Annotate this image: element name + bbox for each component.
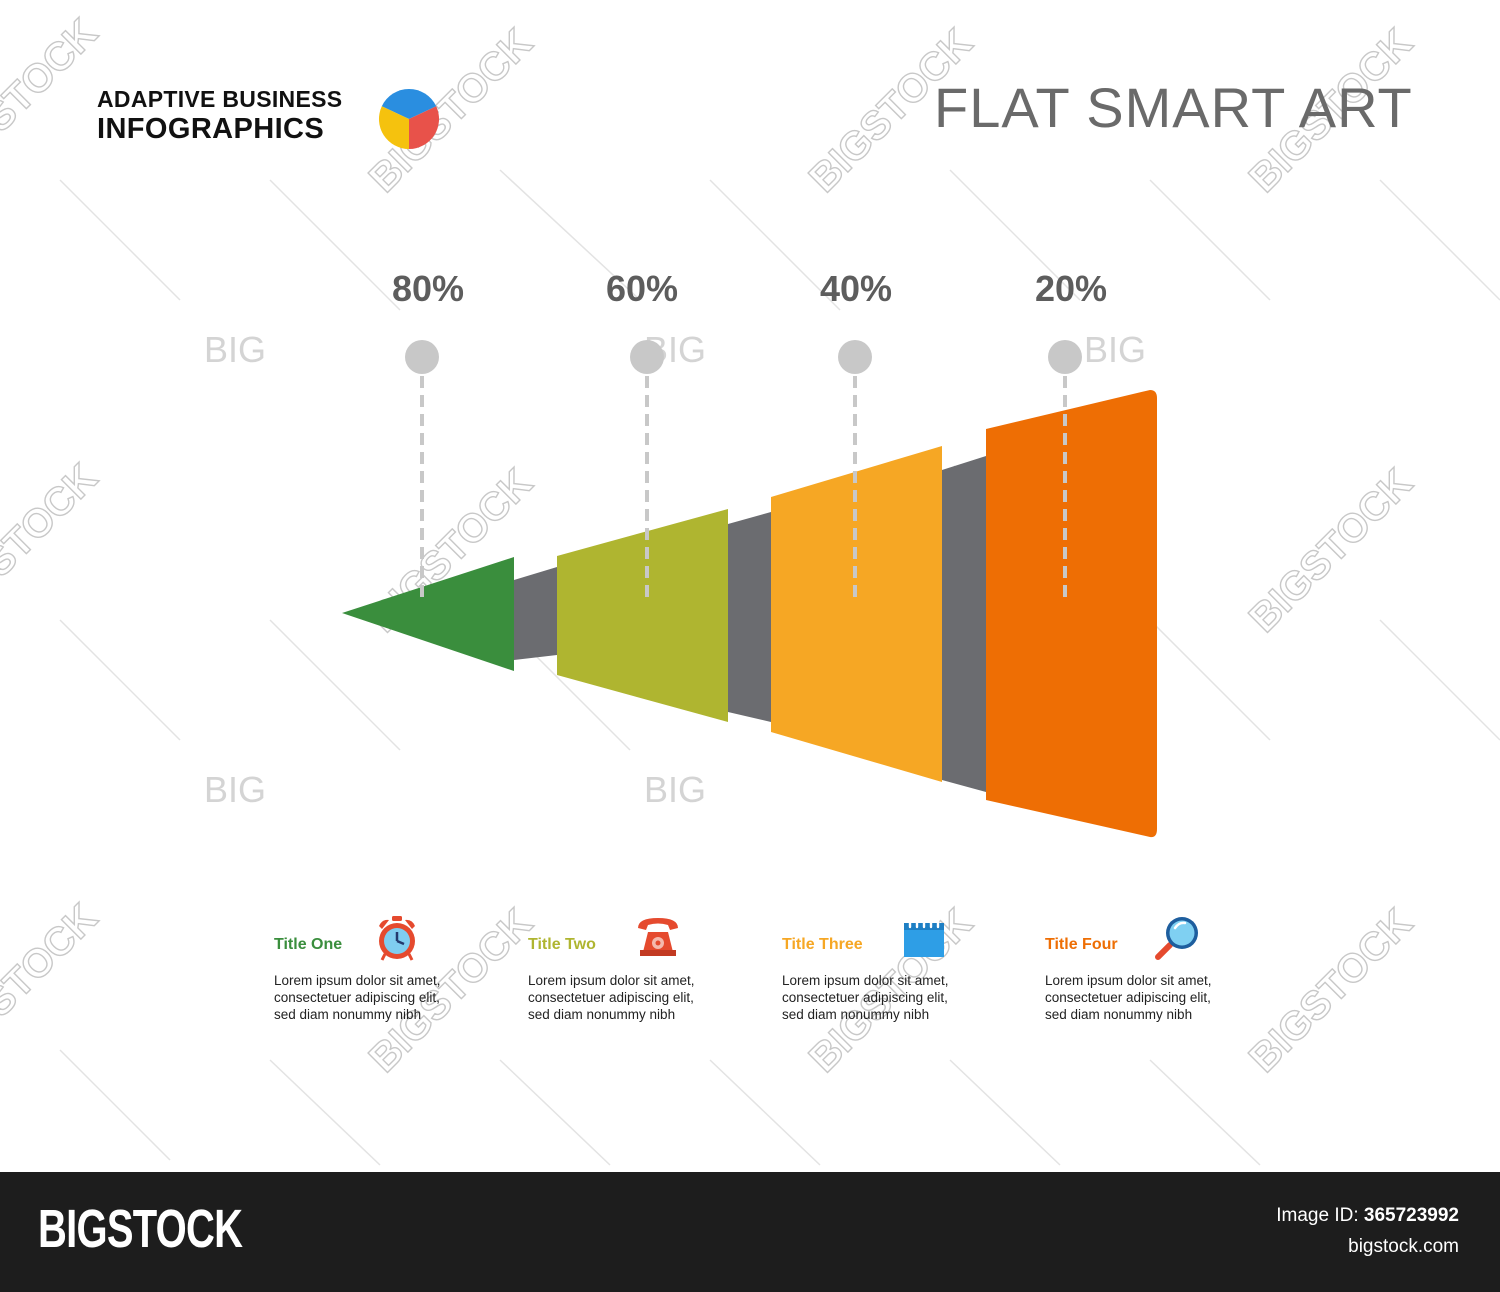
image-id-line: Image ID: 365723992 bbox=[1276, 1205, 1459, 1227]
desc-line: sed diam nonummy nibh bbox=[782, 1007, 930, 1022]
watermark-line bbox=[269, 179, 401, 311]
watermark-line bbox=[709, 179, 841, 311]
heading-line-1: ADAPTIVE BUSINESS bbox=[97, 86, 343, 112]
pie-logo-icon bbox=[378, 88, 440, 149]
telephone-icon bbox=[638, 918, 678, 956]
legend-item-2: Title Two Lorem ipsum dolor sit amet, co… bbox=[528, 914, 758, 1023]
desc-line: sed diam nonummy nibh bbox=[1045, 1007, 1193, 1022]
legend-description: Lorem ipsum dolor sit amet, consectetuer… bbox=[1045, 972, 1275, 1023]
desc-line: sed diam nonummy nibh bbox=[528, 1007, 676, 1022]
funnel-diagram: 80% 60% 40% 20% bbox=[342, 268, 1157, 838]
desc-line: Lorem ipsum dolor sit amet, bbox=[274, 973, 441, 988]
watermark-text: BIG bbox=[204, 769, 266, 810]
legend-description: Lorem ipsum dolor sit amet, consectetuer… bbox=[274, 972, 504, 1023]
watermark-text: BIG bbox=[204, 329, 266, 370]
magnifier-icon bbox=[1155, 917, 1198, 960]
connector-1 bbox=[514, 567, 557, 660]
connector-3 bbox=[942, 456, 986, 792]
watermark-line bbox=[1379, 619, 1500, 741]
percent-label-2: 60% bbox=[606, 268, 678, 309]
marker-4 bbox=[1048, 340, 1082, 603]
desc-line: consectetuer adipiscing elit, bbox=[782, 990, 948, 1005]
watermark-text: BIG bbox=[644, 769, 706, 810]
bigstock-logo: BIGSTOCK bbox=[38, 1199, 243, 1259]
legend-title: Title Two bbox=[528, 936, 596, 953]
desc-line: Lorem ipsum dolor sit amet, bbox=[782, 973, 949, 988]
watermark-line bbox=[59, 1049, 171, 1161]
watermark-line bbox=[499, 169, 641, 301]
percent-label-3: 40% bbox=[820, 268, 892, 309]
watermark-line bbox=[59, 179, 181, 301]
desc-line: consectetuer adipiscing elit, bbox=[274, 990, 440, 1005]
connector-2 bbox=[728, 512, 771, 722]
legend-title: Title One bbox=[274, 936, 343, 953]
watermark-line bbox=[949, 1059, 1061, 1166]
watermark-line bbox=[709, 1059, 821, 1166]
desc-line: consectetuer adipiscing elit, bbox=[1045, 990, 1211, 1005]
watermark-text: BIG bbox=[1084, 329, 1146, 370]
desc-line: consectetuer adipiscing elit, bbox=[528, 990, 694, 1005]
watermark-line bbox=[1379, 179, 1500, 301]
watermark-line bbox=[1149, 619, 1271, 741]
legend-item-1: Title One Lorem ipsum dolor sit amet, co… bbox=[274, 914, 504, 1023]
legend-title: Title Four bbox=[1045, 936, 1118, 953]
legend-description: Lorem ipsum dolor sit amet, consectetuer… bbox=[782, 972, 1012, 1023]
footer-bar: BIGSTOCK Image ID: 365723992 bigstock.co… bbox=[0, 1172, 1500, 1292]
heading-line-2: INFOGRAPHICS bbox=[97, 113, 325, 145]
legend-item-4: Title Four Lorem ipsum dolor sit amet, c… bbox=[1045, 914, 1275, 1023]
brand-heading: ADAPTIVE BUSINESS INFOGRAPHICS bbox=[97, 88, 342, 144]
watermark-line bbox=[499, 1059, 611, 1166]
legend-description: Lorem ipsum dolor sit amet, consectetuer… bbox=[528, 972, 758, 1023]
percent-label-4: 20% bbox=[1035, 268, 1107, 309]
site-url: bigstock.com bbox=[1348, 1236, 1459, 1257]
desc-line: Lorem ipsum dolor sit amet, bbox=[528, 973, 695, 988]
watermark-line bbox=[269, 1059, 381, 1166]
page-title: FLAT SMART ART bbox=[934, 76, 1413, 139]
segment-3 bbox=[771, 446, 942, 782]
alarm-clock-icon bbox=[379, 916, 415, 961]
marker-2 bbox=[630, 340, 664, 603]
desc-line: sed diam nonummy nibh bbox=[274, 1007, 422, 1022]
image-id-label: Image ID: bbox=[1276, 1205, 1359, 1226]
desc-line: Lorem ipsum dolor sit amet, bbox=[1045, 973, 1212, 988]
calendar-icon bbox=[904, 917, 944, 957]
marker-3 bbox=[838, 340, 872, 603]
segment-4 bbox=[986, 390, 1157, 838]
image-id-value: 365723992 bbox=[1363, 1205, 1459, 1226]
percent-label-1: 80% bbox=[392, 268, 464, 309]
marker-1 bbox=[405, 340, 439, 603]
segment-2 bbox=[557, 509, 728, 722]
legend-item-3: Title Three Lorem ipsum dolor sit amet, … bbox=[782, 914, 1012, 1023]
watermark-line bbox=[59, 619, 181, 741]
segment-1 bbox=[342, 557, 514, 671]
watermark-line bbox=[949, 169, 1081, 301]
watermark-line bbox=[1149, 1059, 1261, 1166]
watermark-line bbox=[1149, 179, 1271, 301]
watermark-line bbox=[269, 619, 401, 751]
legend-title: Title Three bbox=[782, 936, 863, 953]
